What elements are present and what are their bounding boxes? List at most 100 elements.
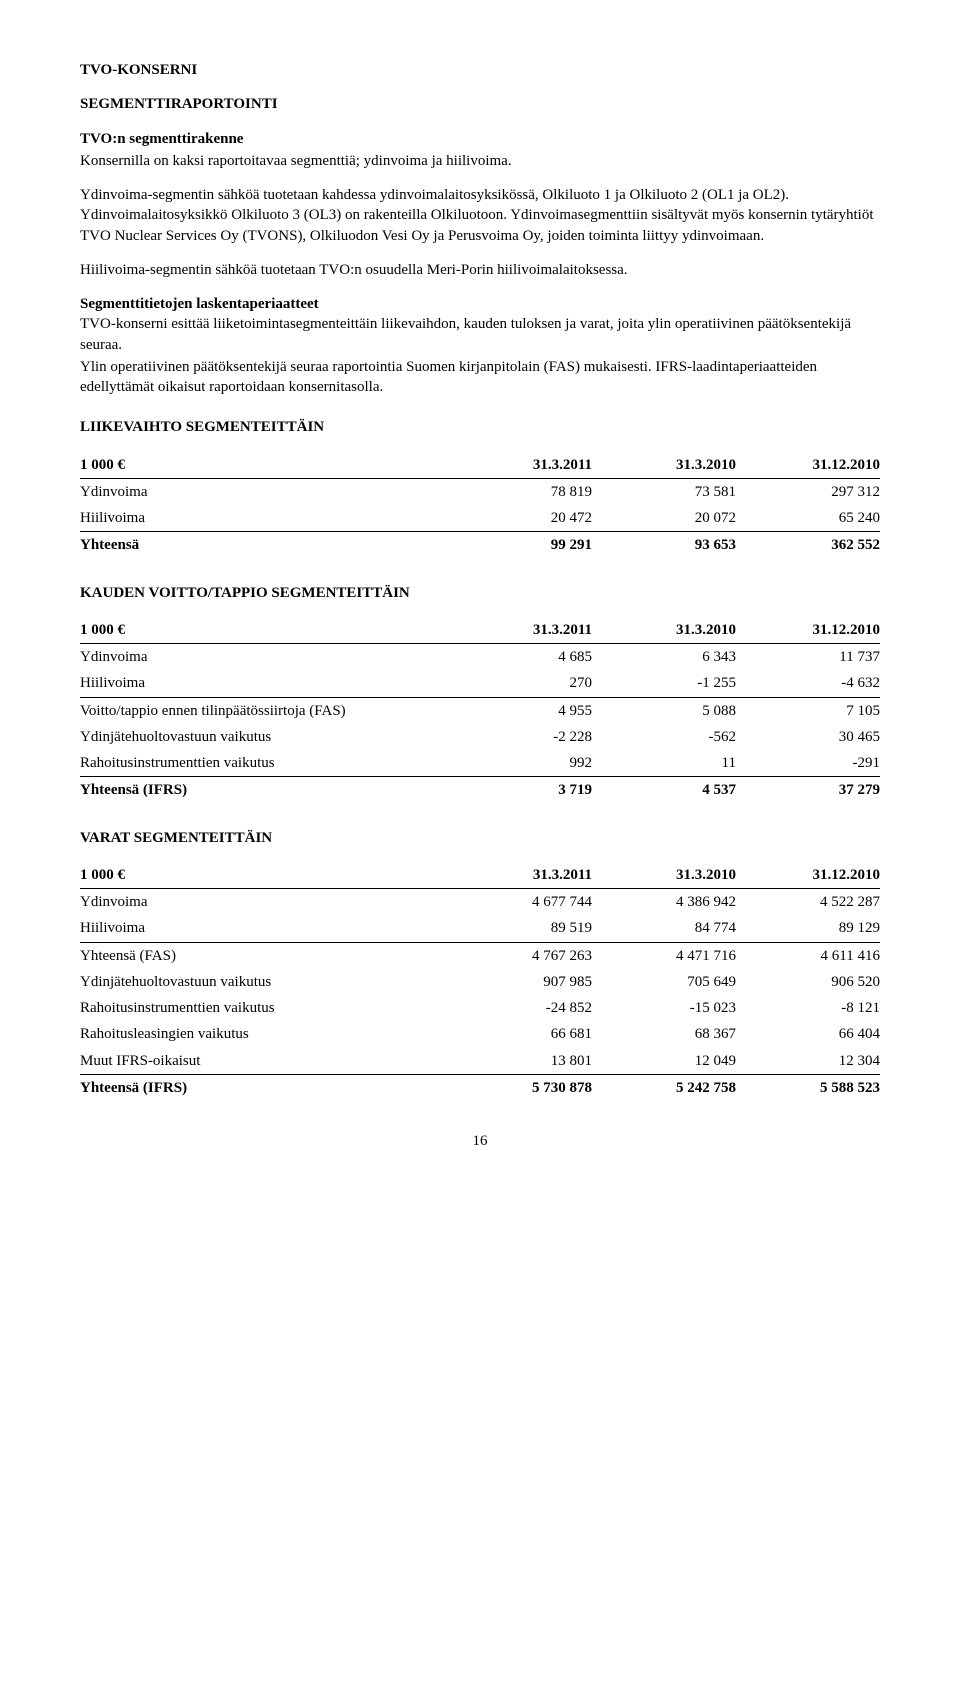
varat-table: 1 000 € 31.3.2011 31.3.2010 31.12.2010 Y… xyxy=(80,862,880,1101)
table-row: Ydinvoima 4 685 6 343 11 737 xyxy=(80,644,880,671)
table-row: Hiilivoima 20 472 20 072 65 240 xyxy=(80,505,880,532)
cell: 37 279 xyxy=(736,777,880,804)
cell: 89 519 xyxy=(448,915,592,942)
cell: Hiilivoima xyxy=(80,670,448,697)
cell: 3 719 xyxy=(448,777,592,804)
table-row: Hiilivoima 89 519 84 774 89 129 xyxy=(80,915,880,942)
table-row: Ydinjätehuoltovastuun vaikutus -2 228 -5… xyxy=(80,724,880,750)
cell: 270 xyxy=(448,670,592,697)
cell: 12 049 xyxy=(592,1048,736,1075)
cell: -562 xyxy=(592,724,736,750)
cell: 65 240 xyxy=(736,505,880,532)
cell: -291 xyxy=(736,750,880,777)
cell: 4 767 263 xyxy=(448,942,592,969)
cell: 11 737 xyxy=(736,644,880,671)
cell: 12 304 xyxy=(736,1048,880,1075)
cell: Rahoitusinstrumenttien vaikutus xyxy=(80,995,448,1021)
cell: 84 774 xyxy=(592,915,736,942)
cell: 5 088 xyxy=(592,697,736,724)
cell: 66 404 xyxy=(736,1021,880,1047)
col-header: 31.3.2010 xyxy=(592,862,736,889)
cell: 4 677 744 xyxy=(448,889,592,916)
cell: 5 588 523 xyxy=(736,1074,880,1101)
col-header: 31.3.2010 xyxy=(592,452,736,479)
cell: 73 581 xyxy=(592,478,736,505)
col-header: 31.12.2010 xyxy=(736,452,880,479)
cell: 4 955 xyxy=(448,697,592,724)
cell: 906 520 xyxy=(736,969,880,995)
section1-para3: Hiilivoima-segmentin sähköä tuotetaan TV… xyxy=(80,260,880,280)
company-name: TVO-KONSERNI xyxy=(80,60,880,80)
cell: 4 685 xyxy=(448,644,592,671)
cell: 11 xyxy=(592,750,736,777)
cell: Ydinvoima xyxy=(80,889,448,916)
cell: 5 242 758 xyxy=(592,1074,736,1101)
cell: Rahoitusinstrumenttien vaikutus xyxy=(80,750,448,777)
unit-label: 1 000 € xyxy=(80,452,448,479)
cell: 5 730 878 xyxy=(448,1074,592,1101)
cell: 13 801 xyxy=(448,1048,592,1075)
cell: Muut IFRS-oikaisut xyxy=(80,1048,448,1075)
cell: Yhteensä xyxy=(80,532,448,559)
cell: Ydinjätehuoltovastuun vaikutus xyxy=(80,969,448,995)
col-header: 31.3.2011 xyxy=(448,617,592,644)
section2-para2: Ylin operatiivinen päätöksentekijä seura… xyxy=(80,357,880,398)
cell: 99 291 xyxy=(448,532,592,559)
cell: Hiilivoima xyxy=(80,915,448,942)
cell: 89 129 xyxy=(736,915,880,942)
cell: Yhteensä (IFRS) xyxy=(80,1074,448,1101)
cell: Rahoitusleasingien vaikutus xyxy=(80,1021,448,1047)
col-header: 31.3.2010 xyxy=(592,617,736,644)
table-row: Ydinvoima 4 677 744 4 386 942 4 522 287 xyxy=(80,889,880,916)
table-row: Ydinvoima 78 819 73 581 297 312 xyxy=(80,478,880,505)
cell: 297 312 xyxy=(736,478,880,505)
cell: -8 121 xyxy=(736,995,880,1021)
page-number: 16 xyxy=(80,1131,880,1151)
cell: Hiilivoima xyxy=(80,505,448,532)
cell: -24 852 xyxy=(448,995,592,1021)
table-row: Rahoitusinstrumenttien vaikutus -24 852 … xyxy=(80,995,880,1021)
table-row: Yhteensä (FAS) 4 767 263 4 471 716 4 611… xyxy=(80,942,880,969)
cell: 992 xyxy=(448,750,592,777)
col-header: 31.3.2011 xyxy=(448,452,592,479)
table-total-row: Yhteensä 99 291 93 653 362 552 xyxy=(80,532,880,559)
table-row: Hiilivoima 270 -1 255 -4 632 xyxy=(80,670,880,697)
col-header: 31.3.2011 xyxy=(448,862,592,889)
unit-label: 1 000 € xyxy=(80,862,448,889)
section1-heading: TVO:n segmenttirakenne xyxy=(80,129,880,149)
cell: 4 386 942 xyxy=(592,889,736,916)
cell: Yhteensä (FAS) xyxy=(80,942,448,969)
section1-para1: Konsernilla on kaksi raportoitavaa segme… xyxy=(80,151,880,171)
liikevaihto-table: 1 000 € 31.3.2011 31.3.2010 31.12.2010 Y… xyxy=(80,452,880,559)
col-header: 31.12.2010 xyxy=(736,862,880,889)
cell: 68 367 xyxy=(592,1021,736,1047)
cell: 4 471 716 xyxy=(592,942,736,969)
section2-heading: Segmenttitietojen laskentaperiaatteet xyxy=(80,296,319,312)
table1-title: LIIKEVAIHTO SEGMENTEITTÄIN xyxy=(80,417,880,437)
cell: 4 611 416 xyxy=(736,942,880,969)
cell: -15 023 xyxy=(592,995,736,1021)
cell: 7 105 xyxy=(736,697,880,724)
cell: 93 653 xyxy=(592,532,736,559)
cell: 66 681 xyxy=(448,1021,592,1047)
cell: 4 537 xyxy=(592,777,736,804)
table2-title: KAUDEN VOITTO/TAPPIO SEGMENTEITTÄIN xyxy=(80,583,880,603)
col-header: 31.12.2010 xyxy=(736,617,880,644)
table-total-row: Yhteensä (IFRS) 5 730 878 5 242 758 5 58… xyxy=(80,1074,880,1101)
cell: Ydinvoima xyxy=(80,478,448,505)
table-row: Rahoitusleasingien vaikutus 66 681 68 36… xyxy=(80,1021,880,1047)
cell: Ydinvoima xyxy=(80,644,448,671)
cell: 20 472 xyxy=(448,505,592,532)
cell: 4 522 287 xyxy=(736,889,880,916)
cell: -1 255 xyxy=(592,670,736,697)
cell: Ydinjätehuoltovastuun vaikutus xyxy=(80,724,448,750)
cell: 6 343 xyxy=(592,644,736,671)
cell: -2 228 xyxy=(448,724,592,750)
table-row: Voitto/tappio ennen tilinpäätössiirtoja … xyxy=(80,697,880,724)
section1-para2: Ydinvoima-segmentin sähköä tuotetaan kah… xyxy=(80,185,880,246)
cell: Voitto/tappio ennen tilinpäätössiirtoja … xyxy=(80,697,448,724)
cell: Yhteensä (IFRS) xyxy=(80,777,448,804)
doc-title: SEGMENTTIRAPORTOINTI xyxy=(80,94,880,114)
cell: 705 649 xyxy=(592,969,736,995)
section2-para1: TVO-konserni esittää liiketoimintasegmen… xyxy=(80,316,851,352)
